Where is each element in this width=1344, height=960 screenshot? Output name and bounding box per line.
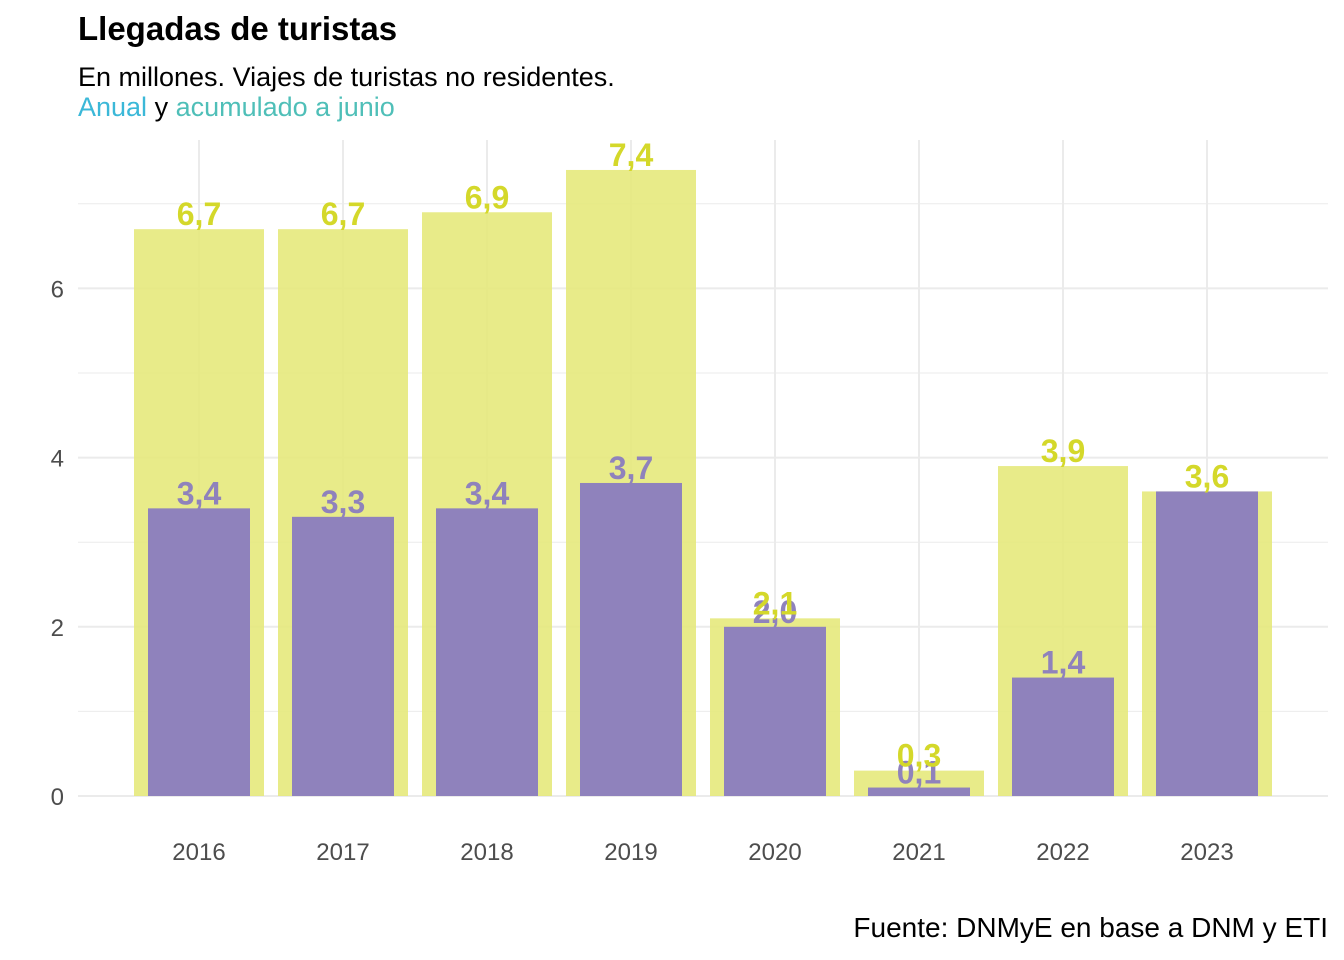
source-caption: Fuente: DNMyE en base a DNM y ETI	[853, 912, 1328, 944]
data-label-anual-2018: 6,9	[465, 179, 509, 215]
data-label-anual-2023: 3,6	[1185, 458, 1229, 494]
data-label-anual-2020: 2,1	[753, 585, 797, 621]
x-tick-label: 2017	[316, 839, 369, 866]
data-label-anual-2022: 3,9	[1041, 433, 1085, 469]
bar-acumulado-2023	[1156, 491, 1258, 796]
x-tick-label: 2019	[604, 839, 657, 866]
bar-acumulado-2022	[1012, 678, 1114, 796]
x-tick-label: 2018	[460, 839, 513, 866]
data-label-acumulado-2022: 1,4	[1041, 645, 1086, 681]
data-label-acumulado-2018: 3,4	[465, 475, 510, 511]
x-tick-label: 2022	[1036, 839, 1089, 866]
data-label-acumulado-2017: 3,3	[321, 484, 365, 520]
data-label-anual-2017: 6,7	[321, 196, 365, 232]
bar-acumulado-2019	[580, 483, 682, 796]
y-tick-label: 2	[51, 615, 64, 642]
data-label-acumulado-2016: 3,4	[177, 475, 222, 511]
data-label-anual-2021: 0,3	[897, 738, 941, 774]
data-label-acumulado-2019: 3,7	[609, 450, 653, 486]
y-tick-label: 0	[51, 784, 64, 811]
bar-acumulado-2016	[148, 508, 250, 796]
bar-acumulado-2017	[292, 517, 394, 796]
bar-acumulado-2018	[436, 508, 538, 796]
x-tick-label: 2021	[892, 839, 945, 866]
x-tick-label: 2020	[748, 839, 801, 866]
y-tick-label: 4	[51, 446, 64, 473]
x-tick-label: 2016	[172, 839, 225, 866]
y-tick-label: 6	[51, 276, 64, 303]
data-label-anual-2019: 7,4	[609, 137, 654, 173]
bar-acumulado-2020	[724, 627, 826, 796]
x-tick-label: 2023	[1180, 839, 1233, 866]
data-label-anual-2016: 6,7	[177, 196, 221, 232]
